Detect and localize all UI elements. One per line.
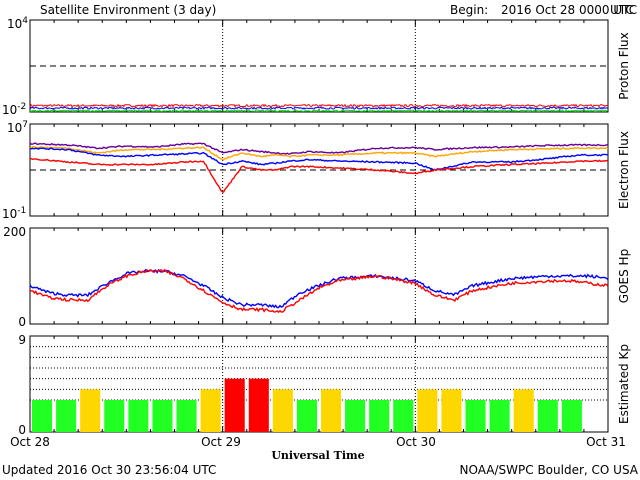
hp-y-tick-label-0: 200 <box>3 225 26 239</box>
hp-y-tick-label-1: 0 <box>18 315 26 329</box>
proton-y-tick-label-1: 10-2 <box>2 102 26 117</box>
begin-value: 2016 Oct 28 0000 UTC <box>501 3 637 17</box>
hp-frame <box>29 227 609 325</box>
kp-bar-7 <box>200 389 221 432</box>
kp-bar-1 <box>56 400 77 432</box>
begin-label: Begin: <box>450 3 488 17</box>
electron-y-tick-label-1: 10-1 <box>2 206 26 221</box>
kp-bar-8 <box>224 378 245 432</box>
electron-series-red <box>29 157 609 193</box>
x-tick-label-2: Oct 30 <box>396 435 436 449</box>
credit: NOAA/SWPC Boulder, CO USA <box>460 463 639 477</box>
electron-series-orange <box>30 145 609 161</box>
kp-bar-6 <box>176 400 197 432</box>
kp-bar-17 <box>441 389 462 432</box>
electron-series-blue <box>29 147 609 171</box>
kp-bar-15 <box>393 400 414 432</box>
kp-y-tick-label-0: 9 <box>18 333 26 347</box>
hp-panel: 200 0 GOES Hp <box>3 225 631 329</box>
updated-timestamp: Updated 2016 Oct 30 23:56:04 UTC <box>2 463 216 477</box>
proton-panel: 104 10-2 Proton Flux <box>2 16 631 117</box>
proton-y-axis-label: Proton Flux <box>617 32 631 99</box>
hp-y-axis-label: GOES Hp <box>617 249 631 303</box>
chart-panels: 104 10-2 Proton Flux 107 10-1 Electron Flux 20… <box>2 16 631 437</box>
electron-panel: 107 10-1 Electron Flux <box>2 120 631 221</box>
hp-series-blue <box>29 268 609 309</box>
x-right-tick: UTC <box>610 3 634 17</box>
kp-bar-11 <box>296 400 317 432</box>
proton-series-green <box>29 109 609 113</box>
chart-title: Satellite Environment (3 day) <box>40 3 216 17</box>
electron-y-axis-label: Electron Flux <box>617 131 631 209</box>
kp-bar-4 <box>128 400 149 432</box>
kp-y-tick-label-1: 0 <box>18 423 26 437</box>
kp-bar-19 <box>489 400 510 432</box>
kp-bar-22 <box>561 400 582 432</box>
kp-bar-14 <box>369 400 390 432</box>
kp-bar-5 <box>152 400 173 432</box>
x-axis-label: Universal Time <box>271 449 364 462</box>
kp-bar-9 <box>248 378 269 432</box>
x-tick-label-1: Oct 29 <box>201 435 241 449</box>
kp-bar-13 <box>345 400 366 432</box>
kp-bar-20 <box>513 389 534 432</box>
electron-series-purple <box>29 142 609 155</box>
kp-panel: 9 0 Estimated Kp <box>18 333 631 437</box>
kp-bar-2 <box>80 389 101 432</box>
kp-bar-18 <box>465 400 486 432</box>
hp-series-red <box>29 268 609 314</box>
x-tick-label-3: Oct 31 <box>586 435 626 449</box>
kp-bar-0 <box>32 400 53 432</box>
kp-bar-3 <box>104 400 125 432</box>
kp-bar-21 <box>537 400 558 432</box>
kp-bar-16 <box>417 389 438 432</box>
kp-y-axis-label: Estimated Kp <box>617 344 631 424</box>
proton-series-blue <box>29 106 609 110</box>
x-axis: Oct 28 Oct 29 Oct 30 Oct 31 UTC Universa… <box>10 3 634 462</box>
proton-series-red <box>29 103 609 108</box>
x-tick-label-0: Oct 28 <box>10 435 50 449</box>
kp-bar-12 <box>321 389 342 432</box>
proton-y-tick-label-0: 104 <box>7 16 28 31</box>
kp-bar-10 <box>272 389 293 432</box>
electron-y-tick-label-0: 107 <box>7 120 28 135</box>
